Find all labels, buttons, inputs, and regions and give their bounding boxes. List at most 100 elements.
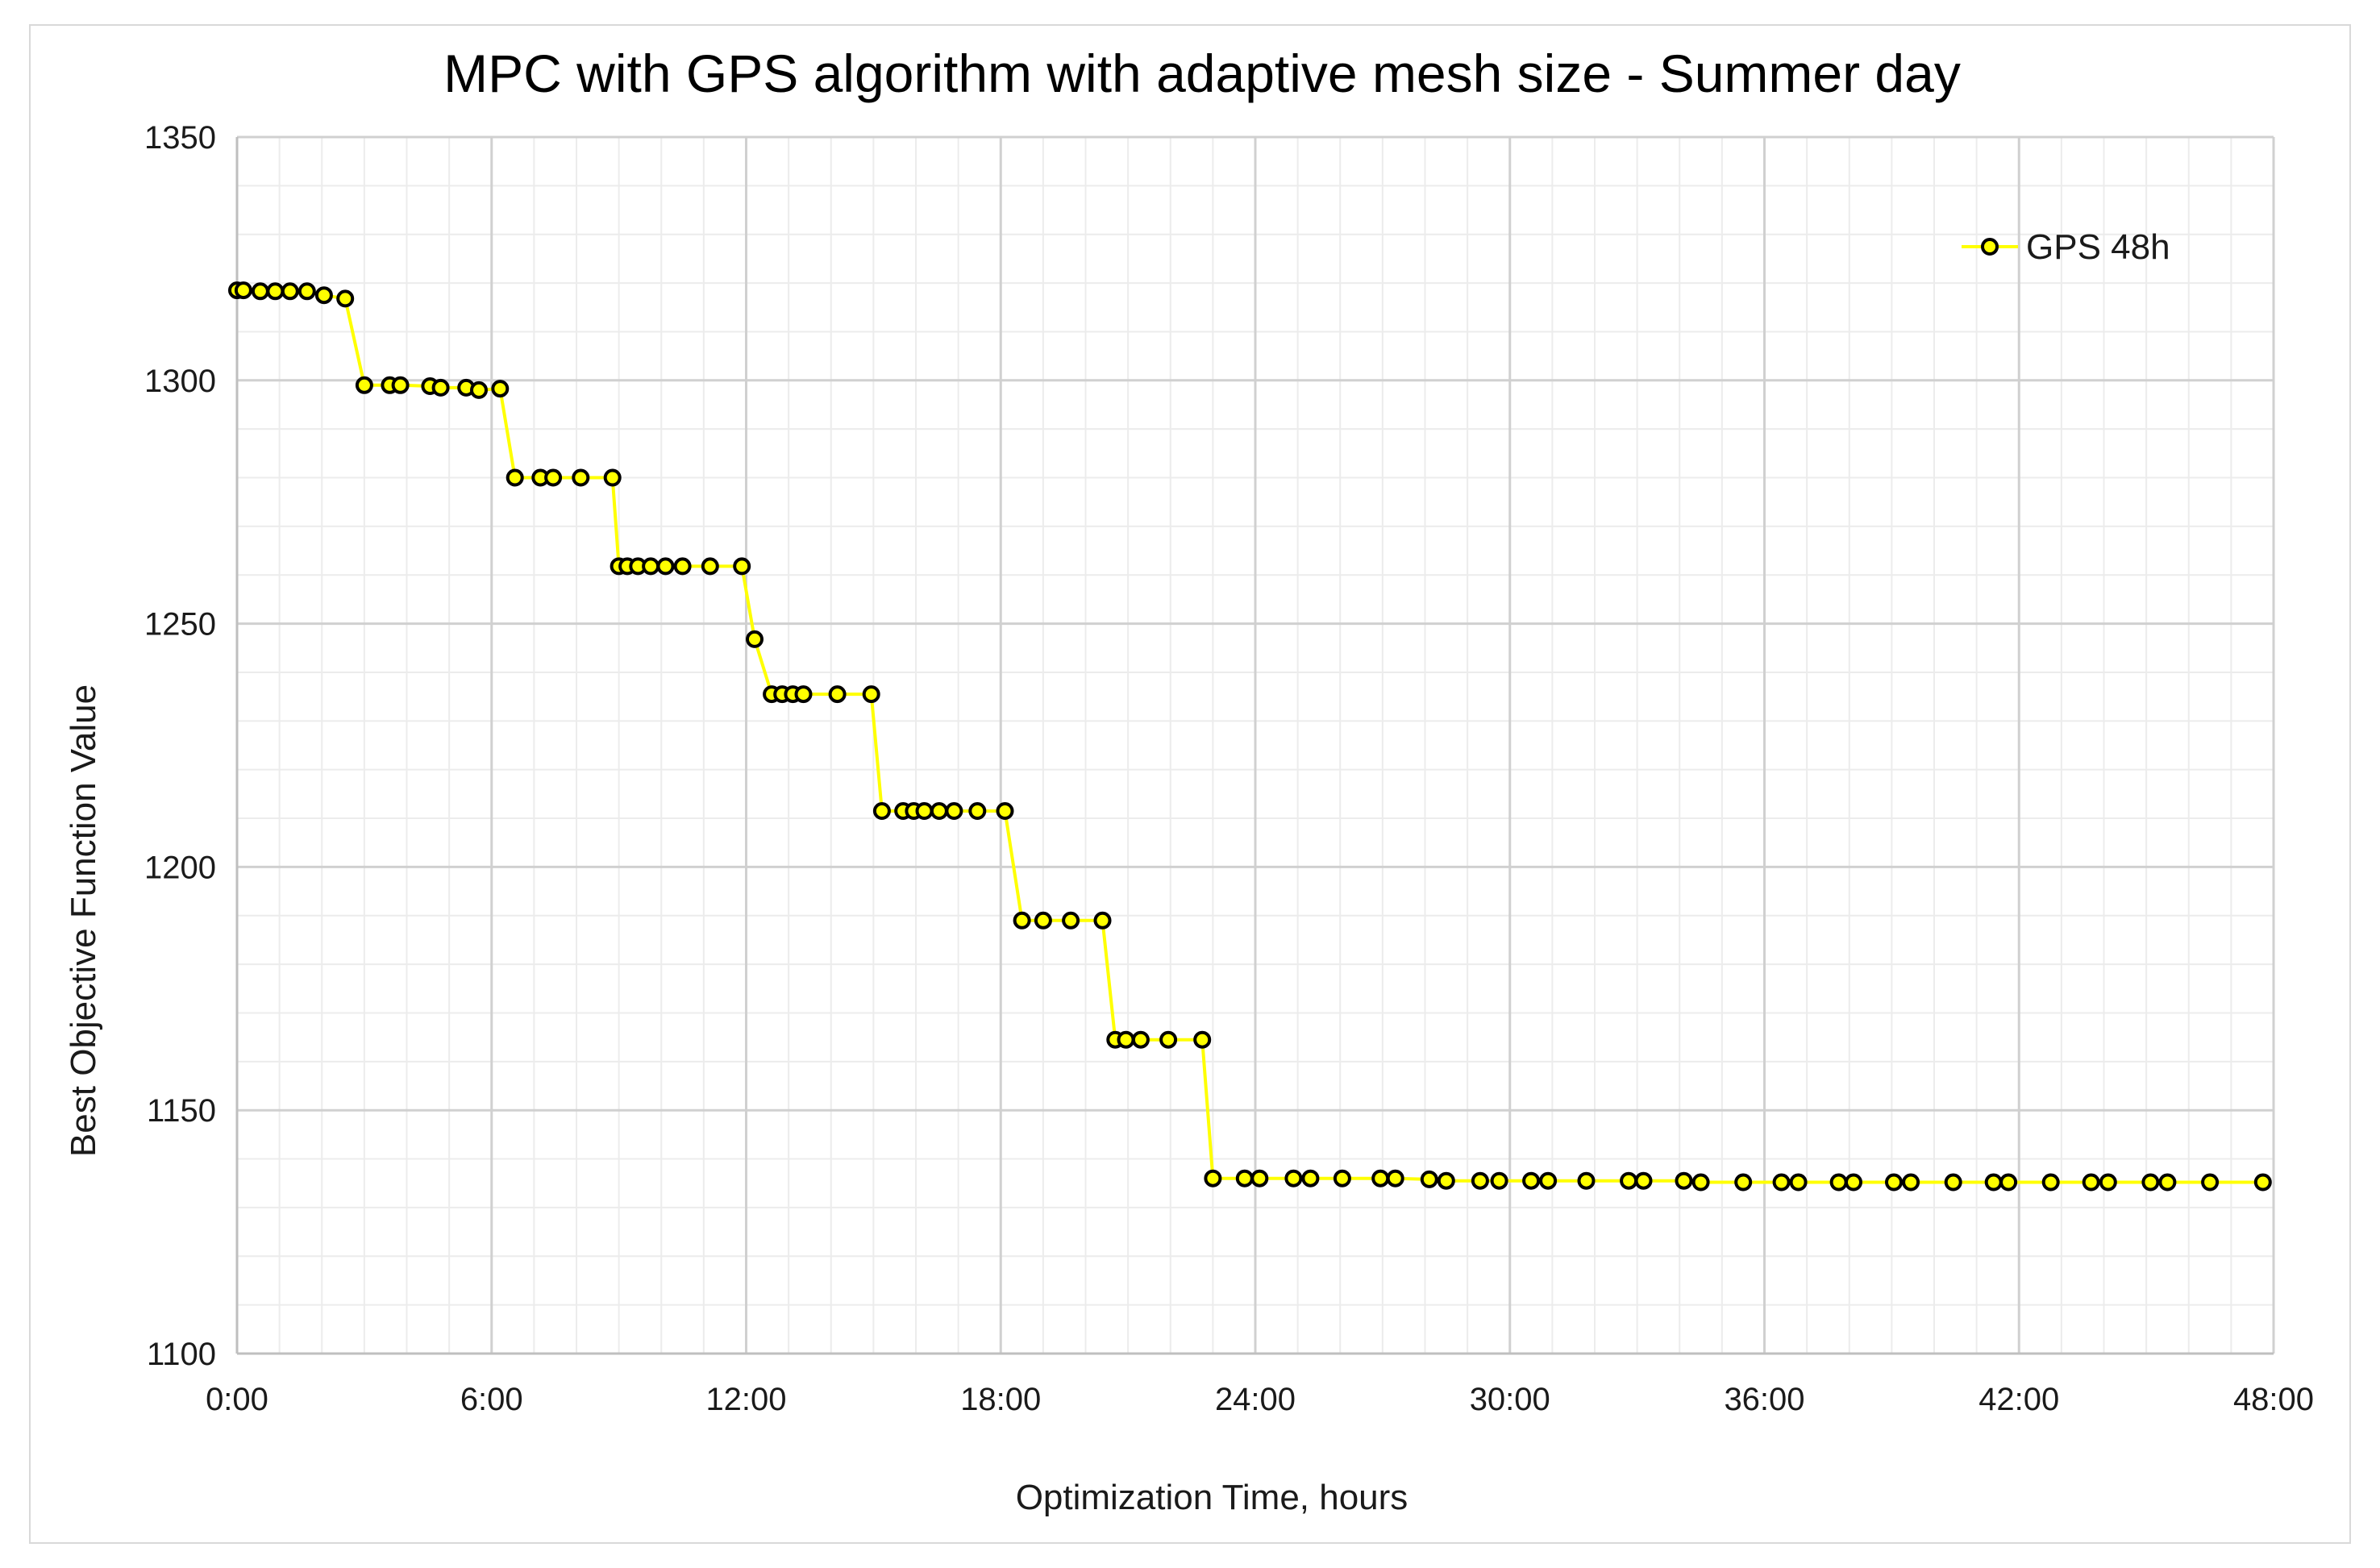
data-point (915, 802, 934, 820)
data-point (1013, 911, 1031, 930)
data-point (1829, 1173, 1848, 1192)
data-point (1034, 911, 1052, 930)
y-tick-label: 1350 (144, 120, 216, 156)
data-point (1577, 1171, 1596, 1190)
major-gridlines (237, 135, 2275, 1354)
y-tick-label: 1300 (144, 364, 216, 399)
x-tick-label: 36:00 (1724, 1382, 1804, 1417)
data-point (336, 289, 355, 308)
data-point (470, 381, 488, 399)
data-point (2253, 1173, 2272, 1192)
data-point (2141, 1173, 2160, 1192)
data-point (2158, 1173, 2177, 1192)
data-point (1386, 1169, 1404, 1187)
chart-frame: MPC with GPS algorithm with adaptive mes… (29, 24, 2351, 1544)
data-point (1117, 1030, 1135, 1049)
data-point (642, 557, 660, 576)
data-point (391, 376, 410, 394)
data-point (1984, 1173, 2003, 1192)
data-point (1284, 1169, 1303, 1187)
data-point (828, 685, 847, 704)
x-tick-label: 42:00 (1978, 1382, 2059, 1417)
data-point (1490, 1171, 1508, 1190)
data-point (603, 468, 622, 487)
data-point (1062, 911, 1080, 930)
data-point (298, 282, 316, 301)
chart-title: MPC with GPS algorithm with adaptive mes… (443, 44, 1961, 103)
y-tick-label: 1200 (144, 850, 216, 885)
data-point (1333, 1169, 1351, 1187)
data-point (1902, 1173, 1920, 1192)
data-point (1159, 1030, 1178, 1049)
series-gps-48h (228, 281, 2272, 1192)
x-axis-title: Optimization Time, hours (1016, 1478, 1408, 1517)
x-tick-label: 48:00 (2233, 1382, 2314, 1417)
x-tick-label: 18:00 (960, 1382, 1041, 1417)
data-point (572, 468, 590, 487)
legend-label: GPS 48h (2026, 227, 2170, 267)
chart-svg: MPC with GPS algorithm with adaptive mes… (64, 44, 2314, 1517)
data-point (945, 802, 963, 820)
data-point (2099, 1173, 2117, 1192)
legend: GPS 48h (1962, 227, 2170, 267)
data-point (2201, 1173, 2220, 1192)
data-point (733, 557, 751, 576)
data-point (1204, 1169, 1222, 1187)
axes (235, 137, 2274, 1355)
data-point (234, 281, 252, 300)
data-point (794, 685, 813, 704)
data-point (1772, 1173, 1791, 1192)
data-point (1885, 1173, 1903, 1192)
data-point (1675, 1171, 1693, 1190)
x-tick-label: 6:00 (460, 1382, 523, 1417)
data-point (2082, 1173, 2100, 1192)
data-point (1250, 1169, 1269, 1187)
data-point (1301, 1169, 1320, 1187)
data-point (996, 802, 1014, 820)
data-point (1789, 1173, 1808, 1192)
data-point (930, 802, 948, 820)
data-point (1539, 1171, 1558, 1190)
data-point (701, 557, 719, 576)
x-tick-label: 0:00 (206, 1382, 268, 1417)
x-tick-labels: 0:00 6:00 12:00 18:00 24:00 30:00 36:00 42:00 48… (206, 1382, 2314, 1417)
data-point (1093, 911, 1112, 930)
data-point (506, 468, 524, 487)
data-point (544, 468, 563, 487)
data-point (656, 557, 675, 576)
y-axis-title: Best Objective Function Value (64, 684, 103, 1157)
data-point (1620, 1171, 1638, 1190)
data-point (1944, 1173, 1962, 1192)
data-point (872, 802, 891, 820)
data-point (1634, 1171, 1653, 1190)
data-point (431, 378, 450, 397)
y-tick-labels: 1100 1150 1200 1250 1300 1350 (144, 120, 216, 1372)
data-point (1734, 1173, 1753, 1192)
data-point (314, 286, 333, 305)
data-point (1845, 1173, 1862, 1192)
y-tick-label: 1150 (147, 1093, 216, 1129)
x-tick-label: 30:00 (1470, 1382, 1550, 1417)
data-point (1522, 1171, 1541, 1190)
data-point (266, 282, 285, 301)
data-point (1235, 1169, 1254, 1187)
data-point (968, 802, 987, 820)
x-tick-label: 24:00 (1215, 1382, 1296, 1417)
data-point (355, 376, 373, 394)
data-point (1371, 1169, 1390, 1187)
data-point (1437, 1171, 1455, 1190)
legend-marker (1981, 238, 1999, 256)
data-point (1131, 1030, 1150, 1049)
data-point (251, 282, 269, 301)
data-point (673, 557, 692, 576)
x-tick-label: 12:00 (705, 1382, 786, 1417)
data-point (2041, 1173, 2060, 1192)
y-tick-label: 1100 (147, 1337, 216, 1372)
data-point (1193, 1030, 1212, 1049)
data-point (1471, 1171, 1489, 1190)
data-point (862, 685, 880, 704)
data-point (1420, 1170, 1438, 1188)
data-point (1691, 1173, 1710, 1192)
y-tick-label: 1250 (144, 607, 216, 643)
series-line (237, 289, 2263, 1184)
